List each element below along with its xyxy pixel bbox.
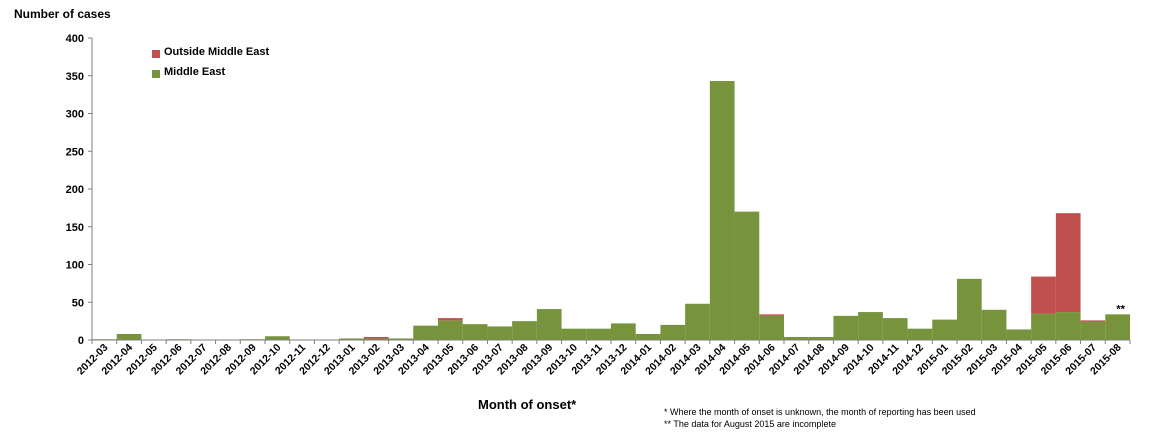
bars-group xyxy=(92,81,1130,341)
bar-middle-east-2014-10 xyxy=(858,312,883,340)
bar-middle-east-2014-08 xyxy=(808,336,834,340)
bar-middle-east-2014-03 xyxy=(685,303,710,340)
bar-middle-east-2015-08 xyxy=(1105,314,1130,340)
bar-middle-east-2014-11 xyxy=(882,318,908,340)
bar-middle-east-2013-05 xyxy=(438,320,463,340)
bar-middle-east-2015-04 xyxy=(1006,329,1032,340)
bar-annotations: ** xyxy=(1116,303,1125,315)
bar-middle-east-2014-02 xyxy=(660,324,686,340)
bar-middle-east-2013-03 xyxy=(388,338,414,340)
y-tick-label-300: 300 xyxy=(66,109,84,121)
annotation-2015-08: ** xyxy=(1116,303,1125,315)
bar-middle-east-2015-01 xyxy=(932,319,957,340)
bar-middle-east-2014-06 xyxy=(759,315,784,340)
bar-middle-east-2014-01 xyxy=(635,333,661,340)
bar-outside-middle-east-2014-06 xyxy=(759,314,784,316)
bar-middle-east-2014-05 xyxy=(734,211,760,340)
bar-middle-east-2015-03 xyxy=(981,309,1007,340)
y-tick-label-250: 250 xyxy=(66,146,84,158)
legend-swatch-middle-east xyxy=(152,70,160,78)
footnote-incomplete-data: ** The data for August 2015 are incomple… xyxy=(664,419,836,429)
bar-middle-east-2013-11 xyxy=(586,328,611,340)
x-axis-label: Month of onset* xyxy=(478,397,577,412)
y-tick-label-150: 150 xyxy=(66,222,84,234)
bar-middle-east-2014-04 xyxy=(709,81,735,340)
legend-label-outside-middle-east: Outside Middle East xyxy=(164,46,270,58)
y-axis-label: Number of cases xyxy=(14,7,111,21)
bar-middle-east-2013-09 xyxy=(536,309,562,340)
bar-middle-east-2013-08 xyxy=(512,321,537,341)
legend-label-middle-east: Middle East xyxy=(164,66,226,78)
y-tick-labels: 0 50 100 150 200 250 300 350 400 xyxy=(66,33,92,347)
bar-outside-middle-east-2015-05 xyxy=(1031,276,1056,314)
bar-middle-east-2012-10 xyxy=(265,336,290,340)
y-tick-label-100: 100 xyxy=(66,260,84,272)
bar-middle-east-2015-02 xyxy=(957,278,982,340)
bar-middle-east-2015-07 xyxy=(1080,321,1106,340)
bar-middle-east-2015-06 xyxy=(1055,312,1081,340)
y-tick-label-350: 350 xyxy=(66,71,84,83)
bar-middle-east-2013-12 xyxy=(611,323,636,340)
bar-outside-middle-east-2015-06 xyxy=(1055,213,1081,313)
bar-middle-east-2015-05 xyxy=(1031,313,1056,340)
footnote-onset-unknown: * Where the month of onset is unknown, t… xyxy=(664,407,976,417)
bar-middle-east-2014-12 xyxy=(907,328,933,340)
bar-middle-east-2013-10 xyxy=(561,328,587,340)
y-tick-label-200: 200 xyxy=(66,184,84,196)
y-tick-label-50: 50 xyxy=(72,297,84,309)
bar-middle-east-2013-04 xyxy=(413,325,438,340)
bar-middle-east-2012-04 xyxy=(116,333,142,340)
bar-middle-east-2014-07 xyxy=(784,336,809,340)
y-tick-label-400: 400 xyxy=(66,33,84,45)
bar-middle-east-2013-01 xyxy=(339,338,364,340)
bar-middle-east-2013-06 xyxy=(462,324,488,340)
bar-middle-east-2014-09 xyxy=(833,315,859,340)
bar-middle-east-2013-02 xyxy=(363,338,389,340)
bar-outside-middle-east-2013-05 xyxy=(438,318,463,321)
x-tick-labels: 2012-032012-042012-052012-062012-072012-… xyxy=(75,340,1131,377)
bar-outside-middle-east-2013-02 xyxy=(363,336,389,339)
y-tick-label-0: 0 xyxy=(78,335,84,347)
bar-outside-middle-east-2015-07 xyxy=(1080,320,1106,322)
legend-swatch-outside-middle-east xyxy=(152,50,160,58)
bar-middle-east-2013-07 xyxy=(487,326,513,340)
